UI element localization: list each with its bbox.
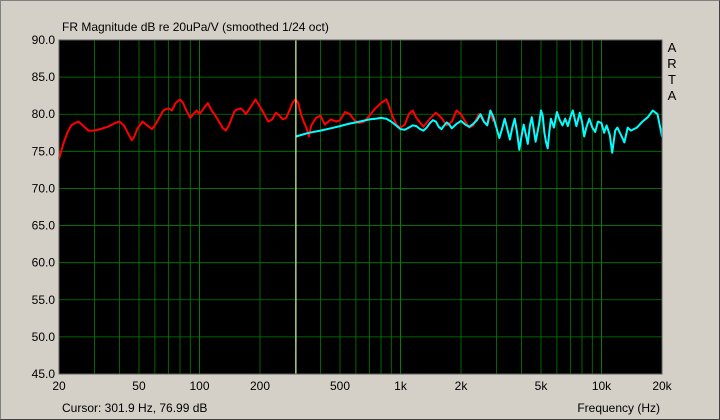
x-tick-label: 200 — [250, 379, 270, 393]
x-tick-label: 20k — [652, 379, 672, 393]
chart-title: FR Magnitude dB re 20uPa/V (smoothed 1/2… — [62, 20, 329, 34]
x-tick-labels: 20 50 100 200 500 1k 2k 5k 10k 20k — [52, 379, 672, 393]
brand-letter: T — [668, 72, 676, 87]
y-tick-label: 85.0 — [32, 70, 56, 84]
y-tick-label: 70.0 — [32, 181, 56, 195]
x-tick-label: 50 — [132, 379, 146, 393]
y-tick-label: 45.0 — [32, 367, 56, 381]
x-axis-label: Frequency (Hz) — [577, 401, 660, 415]
y-tick-label: 90.0 — [32, 33, 56, 47]
brand-letter: A — [667, 88, 677, 103]
series-group — [58, 98, 663, 160]
brand-letter: R — [667, 56, 677, 71]
series-line-red — [58, 98, 495, 160]
y-tick-label: 50.0 — [32, 330, 56, 344]
x-tick-label: 20 — [52, 379, 66, 393]
cursor-readout: Cursor: 301.9 Hz, 76.99 dB — [62, 401, 208, 415]
y-tick-label: 65.0 — [32, 219, 56, 233]
y-tick-label: 60.0 — [32, 256, 56, 270]
x-tick-label: 1k — [394, 379, 408, 393]
x-tick-label: 10k — [592, 379, 612, 393]
y-tick-label: 75.0 — [32, 144, 56, 158]
arta-brand: A R T A — [664, 40, 680, 104]
series-line-cyan — [295, 109, 663, 154]
y-tick-label: 80.0 — [32, 107, 56, 121]
y-tick-label: 55.0 — [32, 293, 56, 307]
x-tick-label: 5k — [535, 379, 549, 393]
x-tick-label: 100 — [189, 379, 209, 393]
brand-letter: A — [667, 40, 677, 55]
x-tick-label: 2k — [455, 379, 469, 393]
y-tick-labels: 45.0 50.0 55.0 60.0 65.0 70.0 75.0 80.0 85.0 90.0 — [32, 33, 56, 381]
x-tick-label: 500 — [330, 379, 350, 393]
plot-border — [58, 39, 663, 375]
plot-area[interactable] — [59, 40, 662, 374]
